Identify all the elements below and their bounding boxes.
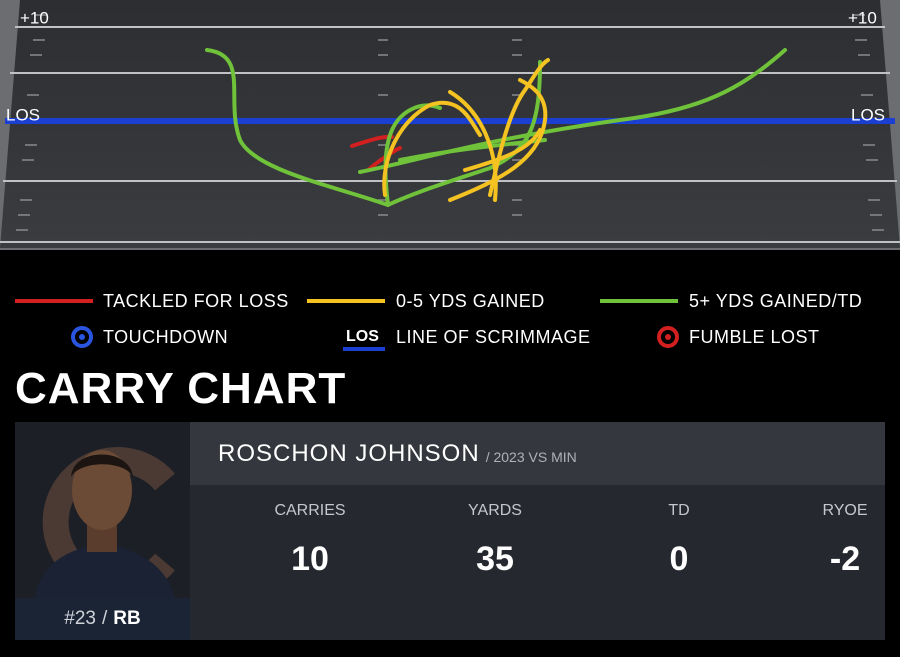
carry-path: [463, 128, 542, 172]
legend-icon: [665, 334, 671, 340]
carry-path: [382, 100, 482, 197]
legend-icon: [657, 326, 679, 348]
legend-label: TACKLED FOR LOSS: [103, 291, 289, 311]
number-bar: #23 / RB: [15, 598, 190, 640]
stat-value: 35: [476, 540, 514, 578]
stat: TD 0: [609, 502, 749, 579]
jersey: [35, 547, 175, 598]
season: / 2023 VS MIN: [485, 448, 577, 465]
title: CARRY CHART: [15, 364, 347, 413]
hair: [71, 454, 133, 477]
legend-label: 0-5 YDS GAINED: [396, 291, 545, 311]
carry-path: [358, 48, 787, 174]
jersey-number: #23: [64, 608, 96, 629]
field-label: +10: [20, 8, 49, 27]
photo-art: [35, 447, 175, 598]
stat: RYOE -2: [775, 502, 900, 579]
stat-value: 0: [669, 540, 689, 578]
legend-label: LINE OF SCRIMMAGE: [396, 327, 591, 347]
stat-label: RYOE: [822, 502, 868, 519]
legend-icon-text: LOS: [346, 328, 379, 345]
card-header: ROSCHON JOHNSON / 2023 VS MIN: [190, 422, 885, 485]
stat-value: -2: [829, 540, 861, 578]
field-and-legend: +10 +10 LOS LOS TACKLED FOR LOSS 0-5 YDS…: [0, 0, 900, 351]
stat-label: YARDS: [468, 502, 522, 519]
head: [72, 450, 132, 530]
player-photo: #23 / RB: [15, 422, 190, 640]
carry-paths: [205, 48, 787, 208]
player-name: ROSCHON JOHNSON: [218, 439, 480, 467]
stat-label: TD: [668, 502, 690, 519]
position: RB: [113, 608, 141, 629]
legend-label: TOUCHDOWN: [103, 327, 228, 347]
field-label: +10: [848, 8, 877, 27]
stat: CARRIES 10: [240, 502, 380, 579]
legend-label: 5+ YDS GAINED/TD: [689, 291, 862, 311]
field-label: LOS: [851, 105, 885, 124]
field-label: LOS: [6, 105, 40, 124]
stat-label: CARRIES: [274, 502, 346, 519]
legend-icon: [79, 334, 85, 340]
player-card: #23 / RB ROSCHON JOHNSON / 2023 VS MIN C…: [15, 422, 885, 640]
legend-label: FUMBLE LOST: [689, 327, 820, 347]
stat-value: 10: [291, 540, 329, 578]
stat: YARDS 35: [425, 502, 565, 579]
legend-icon: [71, 326, 93, 348]
carry-path: [448, 78, 548, 202]
separator: /: [101, 608, 108, 629]
carry-path: [448, 90, 498, 202]
